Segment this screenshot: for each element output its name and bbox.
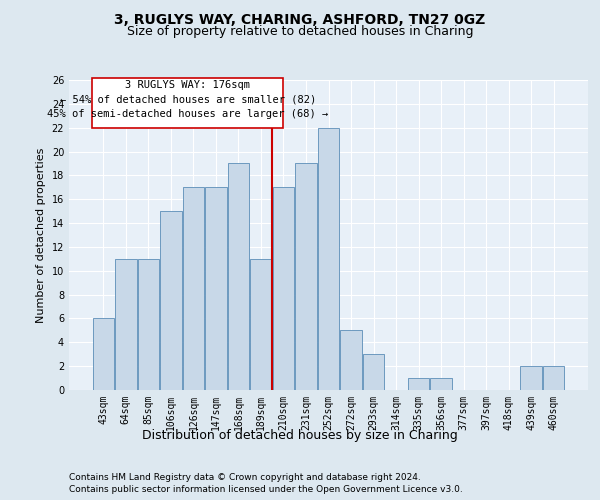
Bar [295,164,317,390]
Bar [205,188,227,390]
Bar [182,188,204,390]
Text: Contains HM Land Registry data © Crown copyright and database right 2024.: Contains HM Land Registry data © Crown c… [69,472,421,482]
Bar [250,259,272,390]
Text: Contains public sector information licensed under the Open Government Licence v3: Contains public sector information licen… [69,485,463,494]
Text: 3, RUGLYS WAY, CHARING, ASHFORD, TN27 0GZ: 3, RUGLYS WAY, CHARING, ASHFORD, TN27 0G… [115,12,485,26]
Bar [115,259,137,390]
Bar [543,366,565,390]
Bar [273,188,294,390]
Bar [408,378,429,390]
Bar [340,330,362,390]
Y-axis label: Number of detached properties: Number of detached properties [36,148,46,322]
Bar [228,164,249,390]
Text: 3 RUGLYS WAY: 176sqm: 3 RUGLYS WAY: 176sqm [125,80,250,90]
Text: Size of property relative to detached houses in Charing: Size of property relative to detached ho… [127,25,473,38]
Bar [363,354,384,390]
Bar [430,378,452,390]
Text: Distribution of detached houses by size in Charing: Distribution of detached houses by size … [142,428,458,442]
Bar [318,128,339,390]
Bar [92,318,114,390]
Bar [520,366,542,390]
Text: 45% of semi-detached houses are larger (68) →: 45% of semi-detached houses are larger (… [47,108,328,118]
Text: ← 54% of detached houses are smaller (82): ← 54% of detached houses are smaller (82… [59,94,316,104]
Bar [137,259,159,390]
Bar [160,211,182,390]
